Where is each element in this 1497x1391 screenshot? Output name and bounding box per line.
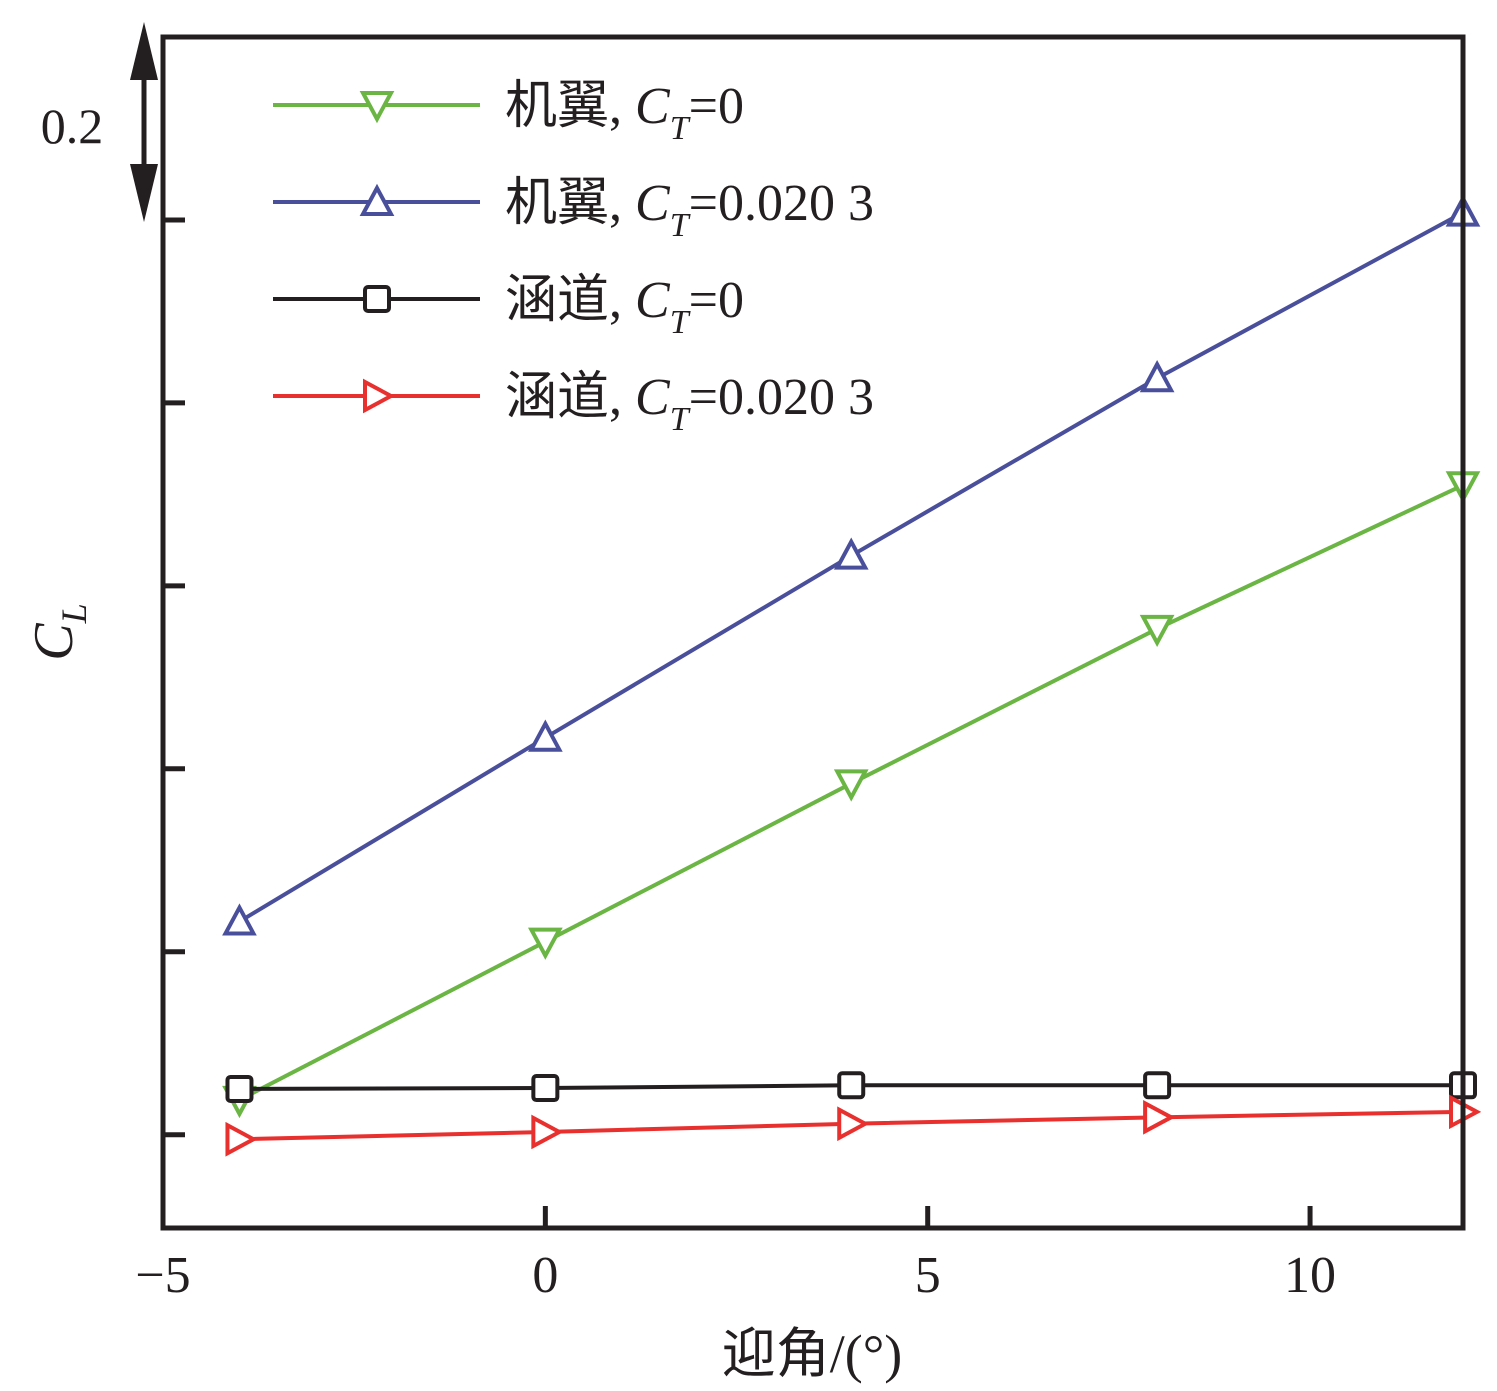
x-tick-label: −5 [135, 1247, 190, 1304]
series-1 [222, 194, 1481, 936]
scale-bar-label: 0.2 [41, 98, 104, 154]
data-point [225, 1121, 258, 1157]
data-point [1143, 1099, 1176, 1135]
x-tick-label: 0 [532, 1247, 558, 1304]
series-2 [225, 1071, 1477, 1103]
x-axis-label: 迎角/(°) [722, 1324, 903, 1384]
data-point [528, 719, 563, 752]
scale-arrow-down-icon [130, 164, 158, 222]
scale-bar: 0.2 [41, 22, 158, 222]
data-point [222, 903, 257, 936]
legend-marker-icon [359, 183, 395, 216]
legend-label: 机翼, CT=0 [505, 78, 744, 147]
data-point [531, 1114, 564, 1150]
data-point [1139, 614, 1175, 648]
data-point [1139, 359, 1175, 393]
data-point [833, 537, 869, 570]
legend-marker-icon [359, 91, 395, 124]
series-3 [225, 1094, 1482, 1157]
legend-label: 机翼, CT=0.020 3 [505, 175, 874, 244]
legend-entry: 涵道, CT=0.020 3 [273, 369, 874, 438]
x-tick-label: 5 [915, 1247, 941, 1304]
data-point [837, 1106, 870, 1142]
y-axis-label: CL [23, 603, 94, 660]
data-point [225, 1074, 254, 1103]
legend-entry: 机翼, CT=0.020 3 [273, 175, 874, 244]
legend-entry: 机翼, CT=0 [273, 78, 744, 147]
legend-marker-icon [363, 378, 396, 414]
data-point [531, 1074, 560, 1103]
legend-entry: 涵道, CT=0 [273, 272, 744, 341]
legend-marker-icon [363, 285, 391, 313]
x-tick-label: 10 [1284, 1247, 1336, 1304]
plot-frame [160, 34, 1466, 1231]
legend: 机翼, CT=0 机翼, CT=0.020 3 涵道, CT=0 涵道, CT=0.0… [273, 78, 874, 438]
data-point [528, 927, 563, 960]
data-point [837, 1071, 866, 1100]
data-point [1143, 1071, 1172, 1100]
scale-arrow-up-icon [130, 22, 158, 80]
data-point [833, 769, 869, 802]
legend-label: 涵道, CT=0 [505, 272, 744, 341]
legend-label: 涵道, CT=0.020 3 [505, 369, 874, 438]
